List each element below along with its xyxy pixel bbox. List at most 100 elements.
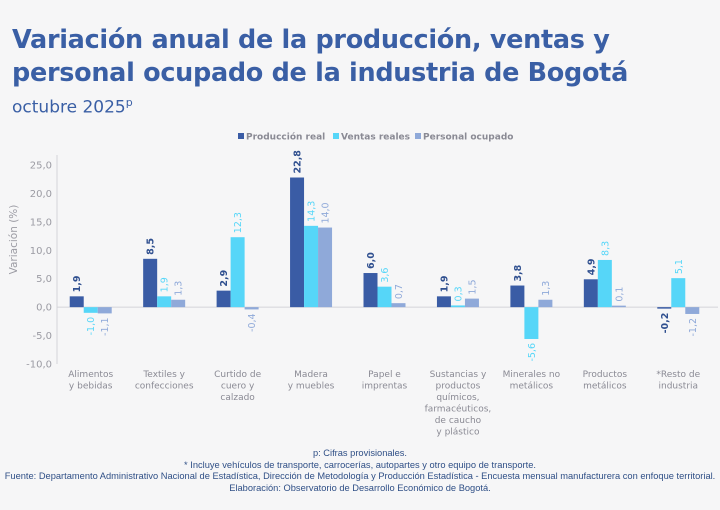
provisional-mark: p [125, 96, 133, 109]
category-label: cuero y [221, 382, 255, 392]
category-label: *Resto de [656, 370, 700, 380]
y-tick-label: 10,0 [30, 246, 52, 257]
category-label: metálicos [510, 382, 554, 392]
category-label: Papel e [368, 370, 401, 380]
category-label: confecciones [135, 382, 194, 392]
data-label: 3,6 [380, 268, 391, 283]
asterisk-note: * Incluye vehículos de transporte, carro… [184, 459, 536, 470]
data-label: 1,3 [174, 281, 185, 296]
legend-label: Personal ocupado [423, 133, 513, 143]
bar [657, 307, 672, 309]
category-label: productos [436, 382, 481, 392]
data-label: 14,3 [307, 201, 318, 222]
data-label: 5,1 [674, 259, 685, 274]
category-label: imprentas [362, 382, 408, 392]
data-label: 4,9 [586, 258, 597, 275]
bar [216, 290, 231, 308]
elaboration-note: Elaboración: Observatorio de Desarrollo … [229, 482, 491, 493]
category-label: industria [658, 382, 698, 392]
provisional-note: p: Cifras provisionales. [312, 448, 408, 458]
data-label: -5,6 [527, 343, 538, 362]
y-tick-label: 25,0 [30, 161, 52, 172]
data-label: 0,1 [614, 287, 625, 302]
data-label: -0,4 [247, 313, 258, 332]
data-label: -0,2 [660, 313, 671, 334]
category-label: y bebidas [69, 382, 113, 392]
bar [583, 279, 598, 308]
category-label: Textiles y [142, 370, 185, 380]
category-label: farmacéuticos, [425, 404, 492, 415]
category-label: y plástico [436, 428, 480, 438]
data-label: 8,3 [600, 241, 611, 256]
category-label: Minerales no [503, 370, 561, 380]
category-label: metálicos [583, 382, 627, 392]
data-label: 0,3 [453, 286, 464, 301]
data-label: 14,0 [321, 202, 332, 223]
category-label: de caucho [435, 416, 482, 426]
category-label: Curtido de [214, 370, 262, 380]
data-label: 2,9 [219, 270, 230, 287]
y-tick-label: 5,0 [36, 274, 52, 285]
bar [69, 296, 84, 308]
data-label: 0,7 [394, 284, 405, 299]
bar [450, 305, 465, 308]
bar [97, 307, 112, 314]
data-label: 22,8 [293, 150, 304, 174]
source-note: Fuente: Departamento Administrativo Naci… [4, 471, 716, 481]
data-label: -1,2 [688, 318, 699, 337]
chart-subtitle: octubre 2025p [12, 96, 133, 118]
y-tick-label: -5,0 [32, 331, 52, 342]
chart-footer: p: Cifras provisionales. * Incluye vehíc… [0, 448, 720, 494]
legend-swatch [238, 133, 244, 139]
bar [510, 285, 525, 308]
bar [377, 286, 392, 308]
bar [304, 225, 319, 308]
data-label: -1,1 [100, 317, 111, 336]
period-label: octubre 2025 [12, 97, 126, 118]
bar [391, 303, 406, 308]
y-tick-label: -10,0 [26, 360, 52, 371]
bar [230, 237, 245, 308]
data-label: 1,9 [439, 275, 450, 292]
bar [143, 258, 158, 308]
legend-label: Ventas reales [341, 133, 410, 143]
legend-label: Producción real [246, 132, 325, 143]
category-label: Madera [294, 370, 328, 380]
bar [290, 177, 305, 308]
bar [538, 299, 553, 308]
bar [685, 307, 700, 314]
data-label: 1,5 [467, 280, 478, 295]
data-label: 3,8 [513, 264, 524, 281]
bar [318, 227, 333, 308]
y-tick-label: 15,0 [30, 217, 52, 228]
category-label: Productos [583, 370, 628, 380]
category-label: Alimentos [68, 370, 113, 380]
bar [363, 273, 378, 308]
category-label: químicos, [436, 393, 479, 403]
y-tick-label: 0,0 [36, 303, 52, 314]
data-label: 1,3 [541, 281, 552, 296]
data-label: 12,3 [233, 212, 244, 233]
bar [157, 296, 172, 308]
data-label: 1,9 [72, 275, 83, 292]
category-label: y muebles [288, 382, 335, 392]
bar [611, 305, 626, 308]
bar [171, 299, 186, 308]
bar [671, 278, 686, 308]
bar [83, 307, 98, 313]
bar [464, 298, 479, 308]
category-label: Sustancias y [430, 370, 487, 380]
bar [436, 296, 451, 308]
data-label: 8,5 [146, 238, 157, 255]
y-tick-label: 20,0 [30, 189, 52, 200]
bar [597, 259, 612, 308]
data-label: 6,0 [366, 252, 377, 269]
y-axis-label: Variación (%) [8, 205, 20, 275]
chart-title: Variación anual de la producción, ventas… [12, 25, 628, 88]
category-label: calzado [220, 393, 255, 403]
data-label: 1,9 [160, 277, 171, 292]
data-label: -1,0 [86, 317, 97, 336]
bar [524, 307, 539, 339]
legend-swatch [333, 133, 339, 139]
